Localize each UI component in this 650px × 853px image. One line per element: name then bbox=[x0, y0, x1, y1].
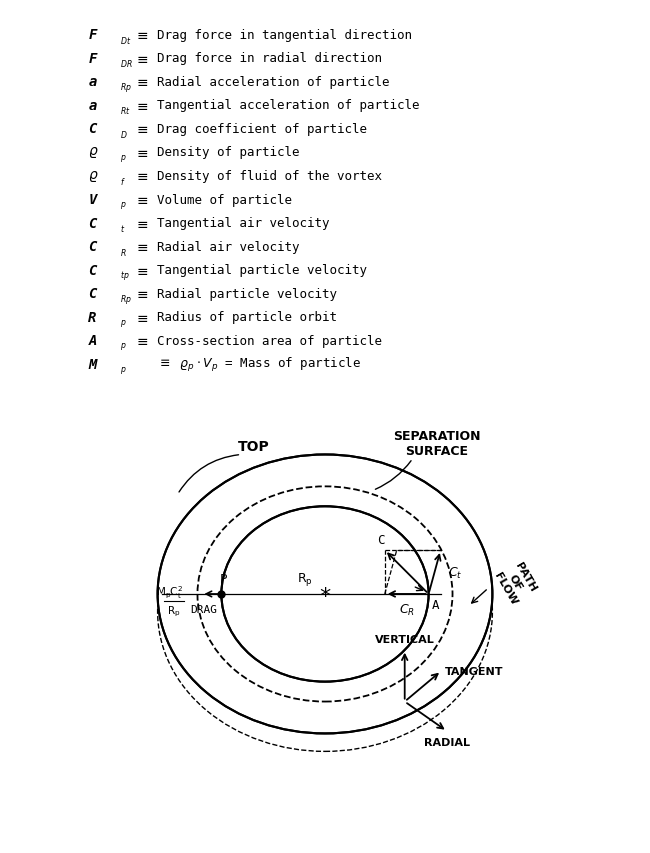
Text: $_D$: $_D$ bbox=[120, 130, 127, 142]
Text: Density of particle: Density of particle bbox=[157, 146, 300, 160]
Text: $*$: $*$ bbox=[318, 584, 332, 604]
Text: $\equiv$: $\equiv$ bbox=[134, 264, 149, 277]
Text: C: C bbox=[88, 240, 97, 254]
Text: Drag force in tangential direction: Drag force in tangential direction bbox=[157, 28, 412, 42]
Text: $\equiv$: $\equiv$ bbox=[134, 193, 149, 206]
Text: Volume of particle: Volume of particle bbox=[157, 194, 292, 206]
Text: $_p$: $_p$ bbox=[120, 365, 126, 377]
Text: $_{Rt}$: $_{Rt}$ bbox=[120, 106, 131, 119]
Text: $\equiv$: $\equiv$ bbox=[134, 334, 149, 348]
Text: $_{Rp}$: $_{Rp}$ bbox=[120, 293, 132, 308]
Text: C: C bbox=[88, 287, 97, 301]
Text: F: F bbox=[88, 28, 97, 42]
Text: $\varrho$: $\varrho$ bbox=[88, 169, 99, 183]
Text: $\equiv$: $\equiv$ bbox=[134, 310, 149, 324]
Text: $_{Dt}$: $_{Dt}$ bbox=[120, 35, 131, 48]
Text: P: P bbox=[220, 572, 227, 585]
Text: SEPARATION
SURFACE: SEPARATION SURFACE bbox=[393, 429, 480, 457]
Text: a: a bbox=[88, 99, 97, 113]
Text: TOP: TOP bbox=[237, 440, 269, 454]
Text: Density of fluid of the vortex: Density of fluid of the vortex bbox=[157, 170, 382, 183]
Text: M: M bbox=[88, 357, 97, 372]
Text: $\mathsf{R_p}$: $\mathsf{R_p}$ bbox=[167, 604, 180, 618]
Text: A: A bbox=[88, 334, 97, 348]
Text: $_p$: $_p$ bbox=[120, 153, 126, 165]
Text: $\varrho$: $\varrho$ bbox=[88, 145, 99, 160]
Text: $\mathsf{R_p}$: $\mathsf{R_p}$ bbox=[297, 570, 313, 587]
Text: C: C bbox=[88, 264, 97, 277]
Text: Tangential air velocity: Tangential air velocity bbox=[157, 217, 330, 229]
Text: $\equiv$: $\equiv$ bbox=[134, 169, 149, 183]
Text: $_p$: $_p$ bbox=[120, 318, 126, 330]
Text: $\equiv$: $\equiv$ bbox=[134, 28, 149, 42]
Text: $\equiv$: $\equiv$ bbox=[134, 51, 149, 66]
Text: $_R$: $_R$ bbox=[120, 247, 126, 259]
Ellipse shape bbox=[157, 455, 493, 734]
Text: Radial particle velocity: Radial particle velocity bbox=[157, 287, 337, 300]
Text: RADIAL: RADIAL bbox=[424, 737, 470, 747]
Ellipse shape bbox=[222, 507, 428, 682]
Text: $_f$: $_f$ bbox=[120, 177, 125, 189]
Text: $C_t$: $C_t$ bbox=[448, 565, 462, 580]
Text: Tangential acceleration of particle: Tangential acceleration of particle bbox=[157, 99, 419, 112]
Text: Radius of particle orbit: Radius of particle orbit bbox=[157, 311, 337, 324]
Text: C: C bbox=[88, 122, 97, 136]
Text: TANGENT: TANGENT bbox=[445, 666, 504, 676]
Text: R: R bbox=[88, 310, 97, 324]
Text: a: a bbox=[88, 75, 97, 89]
Text: $\equiv$: $\equiv$ bbox=[134, 146, 149, 160]
Text: $\equiv$: $\equiv$ bbox=[134, 217, 149, 230]
Text: C: C bbox=[377, 533, 385, 547]
Text: DRAG: DRAG bbox=[190, 604, 217, 614]
Text: Radial acceleration of particle: Radial acceleration of particle bbox=[157, 76, 389, 89]
Text: $\equiv$: $\equiv$ bbox=[134, 287, 149, 301]
Text: Drag coefficient of particle: Drag coefficient of particle bbox=[157, 123, 367, 136]
Ellipse shape bbox=[250, 531, 400, 658]
Text: $\equiv$: $\equiv$ bbox=[134, 75, 149, 89]
Text: VERTICAL: VERTICAL bbox=[375, 634, 435, 644]
Text: Tangential particle velocity: Tangential particle velocity bbox=[157, 264, 367, 277]
Text: $C_R$: $C_R$ bbox=[398, 602, 415, 618]
Text: $_p$: $_p$ bbox=[120, 200, 126, 212]
Text: V: V bbox=[88, 193, 97, 206]
Text: $_t$: $_t$ bbox=[120, 224, 125, 235]
Text: $\equiv$: $\equiv$ bbox=[134, 99, 149, 113]
Text: Cross-section area of particle: Cross-section area of particle bbox=[157, 334, 382, 347]
Text: A: A bbox=[432, 598, 439, 612]
Text: $_{DR}$: $_{DR}$ bbox=[120, 59, 133, 71]
Text: $\equiv$: $\equiv$ bbox=[134, 240, 149, 254]
Text: $\mathsf{M_p C_t^2}$: $\mathsf{M_p C_t^2}$ bbox=[156, 583, 183, 601]
Text: Drag force in radial direction: Drag force in radial direction bbox=[157, 52, 382, 65]
Text: $\equiv$: $\equiv$ bbox=[134, 122, 149, 136]
Text: $\equiv$ $\varrho_p \cdot V_p$ = Mass of particle: $\equiv$ $\varrho_p \cdot V_p$ = Mass of… bbox=[157, 356, 361, 374]
Text: C: C bbox=[88, 217, 97, 230]
Text: $_{Rp}$: $_{Rp}$ bbox=[120, 81, 132, 96]
Text: $_p$: $_p$ bbox=[120, 341, 126, 354]
Text: PATH
OF
FLOW: PATH OF FLOW bbox=[493, 559, 539, 606]
Text: Radial air velocity: Radial air velocity bbox=[157, 241, 300, 253]
Text: $_{tp}$: $_{tp}$ bbox=[120, 270, 129, 284]
Text: F: F bbox=[88, 51, 97, 66]
